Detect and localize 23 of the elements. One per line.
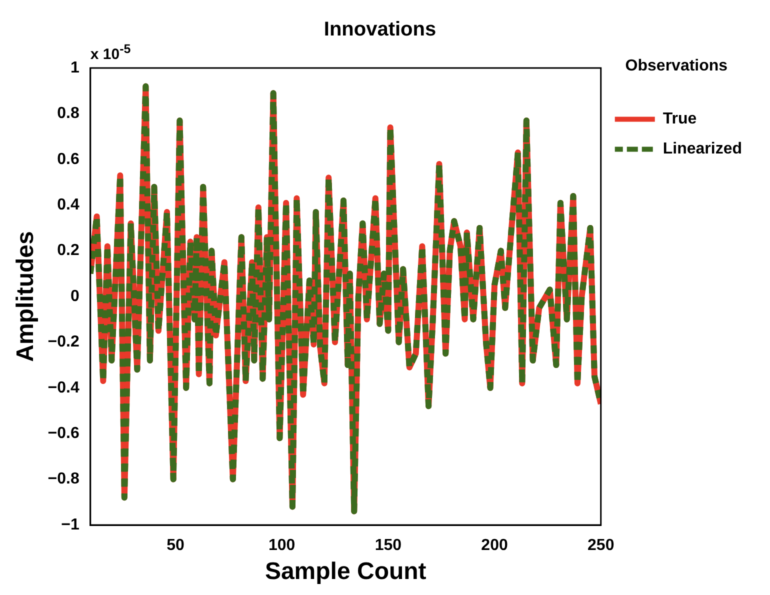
x-tick-label: 150: [374, 537, 402, 554]
y-axis-title: Amplitudes: [12, 231, 40, 362]
y-tick-label: 0.2: [57, 242, 80, 260]
y-tick-label: −0.4: [48, 379, 80, 396]
y-tick-label: 1: [70, 59, 80, 76]
y-tick-label: 0.8: [57, 105, 80, 122]
x-axis-title: Sample Count: [264, 558, 426, 586]
legend-title: Observations: [625, 57, 728, 74]
y-tick-label: −0.8: [48, 470, 80, 488]
y-tick-label: 0.6: [57, 150, 80, 168]
x-tick-label: 200: [481, 537, 508, 554]
y-tick-label: −0.6: [48, 425, 80, 442]
y-tick-label: 0: [70, 288, 80, 305]
y-tick-label: −1: [61, 516, 80, 534]
x-tick-label: 250: [588, 537, 614, 554]
x-tick-label: 50: [166, 537, 184, 554]
y-tick-label: 0.4: [57, 196, 80, 214]
text: x 10$^{-5}$: [90, 42, 131, 63]
x-tick-label: 100: [268, 537, 296, 554]
y-tick-label: −0.2: [48, 334, 80, 351]
legend-label: True: [662, 110, 697, 128]
chart-title: Innovations: [324, 18, 436, 41]
legend-label: Linearized: [662, 140, 742, 158]
